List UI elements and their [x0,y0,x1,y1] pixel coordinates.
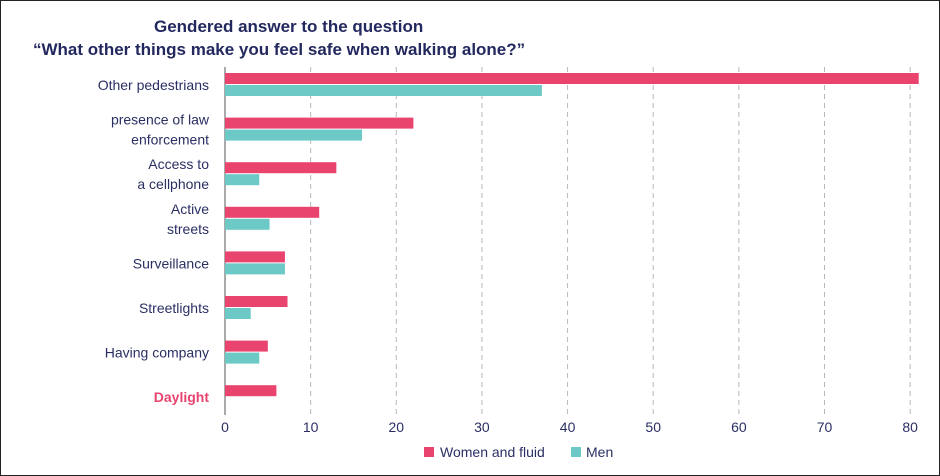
x-tick-label-50: 50 [645,419,661,435]
x-tick-label-70: 70 [817,419,833,435]
bar-women-and-fluid-5 [225,296,288,307]
category-label-6: Having company [105,345,209,361]
category-label-1: presence of law enforcement [111,112,210,148]
x-tick-label-10: 10 [303,419,319,435]
x-tick-label-0: 0 [221,419,229,435]
bar-women-and-fluid-1 [225,117,414,129]
legend: Women and fluid Men [424,444,613,460]
bar-men-2 [225,174,260,186]
chart-title-line-1: Gendered answer to the question [154,17,423,36]
category-labels: Other pedestrians presence of law enforcem… [98,77,210,405]
bar-women-and-fluid-2 [225,162,337,174]
bar-women-and-fluid-0 [225,73,919,84]
x-tick-label-60: 60 [731,419,747,435]
bar-women-and-fluid-6 [225,340,268,352]
chart-title-line-2: “What other things make you feel safe wh… [33,40,525,59]
bar-women-and-fluid-3 [225,206,320,218]
bar-men-4 [225,263,285,275]
chart-title: Gendered answer to the question “What ot… [33,17,525,59]
legend-label-men: Men [586,444,613,460]
category-label-2: Access to a cellphone [137,156,209,192]
bars [225,73,919,397]
category-label-4: Surveillance [133,255,209,271]
bar-men-6 [225,352,260,364]
bar-men-5 [225,308,251,319]
category-label-7: Daylight [154,389,210,405]
bar-men-3 [225,218,270,230]
legend-label-women-and-fluid: Women and fluid [440,444,545,460]
x-tick-label-30: 30 [474,419,490,435]
category-label-0: Other pedestrians [98,77,209,93]
legend-swatch-women-and-fluid [424,447,434,457]
x-axis-ticks: 0 10 20 30 40 50 60 70 80 [221,419,918,435]
legend-swatch-men [571,447,581,457]
category-label-5: Streetlights [139,300,209,316]
bar-women-and-fluid-4 [225,251,285,263]
x-tick-label-80: 80 [902,419,918,435]
bar-men-0 [225,85,542,96]
x-tick-label-20: 20 [388,419,404,435]
bar-men-1 [225,129,363,141]
bar-women-and-fluid-7 [225,385,277,397]
x-tick-label-40: 40 [560,419,576,435]
category-label-3: Active streets [167,201,209,237]
